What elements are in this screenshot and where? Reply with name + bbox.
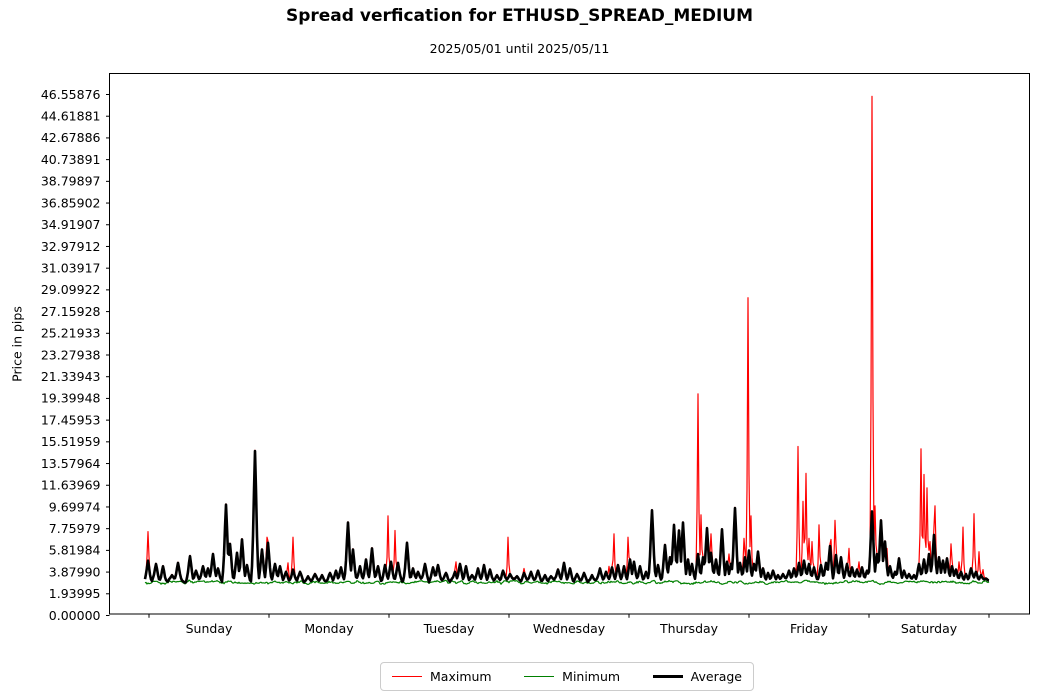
- average-line-swatch: [652, 675, 683, 678]
- svg-text:Sunday: Sunday: [186, 621, 233, 636]
- maximum-line-swatch: [392, 675, 422, 678]
- svg-text:23.27938: 23.27938: [41, 347, 101, 362]
- axes-frame: [109, 73, 1030, 615]
- svg-text:15.51959: 15.51959: [41, 434, 101, 449]
- svg-text:38.79897: 38.79897: [41, 174, 101, 189]
- svg-text:42.67886: 42.67886: [41, 130, 101, 145]
- legend-label-average: Average: [690, 669, 742, 684]
- minimum-line-swatch: [524, 675, 555, 678]
- svg-text:44.61881: 44.61881: [41, 109, 101, 124]
- chart-subtitle: 2025/05/01 until 2025/05/11: [429, 41, 610, 56]
- svg-text:1.93995: 1.93995: [49, 586, 101, 601]
- svg-text:3.87990: 3.87990: [49, 564, 101, 579]
- legend: Maximum Minimum Average: [380, 662, 754, 691]
- svg-text:7.75979: 7.75979: [49, 521, 101, 536]
- svg-text:0.00000: 0.00000: [49, 608, 101, 623]
- maximum-series-line: [144, 95, 990, 583]
- svg-text:5.81984: 5.81984: [49, 543, 101, 558]
- minimum-series-line: [144, 579, 990, 586]
- chart-title: Spread verfication for ETHUSD_SPREAD_MED…: [285, 6, 754, 26]
- svg-text:40.73891: 40.73891: [41, 152, 101, 167]
- svg-text:Saturday: Saturday: [901, 621, 958, 636]
- svg-text:25.21933: 25.21933: [41, 326, 101, 341]
- svg-text:27.15928: 27.15928: [41, 304, 101, 319]
- svg-text:46.55876: 46.55876: [41, 87, 101, 102]
- average-series-line: [143, 449, 990, 584]
- svg-text:Friday: Friday: [790, 621, 828, 636]
- x-tick-labels: Sunday Monday Tuesday Wednesday Thursday Frid…: [148, 614, 990, 636]
- svg-text:11.63969: 11.63969: [41, 478, 101, 493]
- legend-item-minimum: Minimum: [524, 669, 620, 684]
- svg-text:Tuesday: Tuesday: [423, 621, 475, 636]
- svg-text:Monday: Monday: [304, 621, 354, 636]
- svg-text:17.45953: 17.45953: [41, 412, 101, 427]
- svg-text:36.85902: 36.85902: [41, 195, 101, 210]
- svg-text:34.91907: 34.91907: [41, 217, 101, 232]
- legend-label-minimum: Minimum: [562, 669, 621, 684]
- svg-text:13.57964: 13.57964: [41, 456, 101, 471]
- svg-text:Wednesday: Wednesday: [533, 621, 606, 636]
- svg-text:29.09922: 29.09922: [41, 282, 101, 297]
- y-tick-labels: 0.00000 1.93995 3.87990 5.81984 7.75979 9.699…: [41, 87, 110, 623]
- legend-item-average: Average: [652, 669, 742, 684]
- svg-text:32.97912: 32.97912: [41, 239, 101, 254]
- svg-text:9.69974: 9.69974: [49, 499, 101, 514]
- legend-label-maximum: Maximum: [430, 669, 492, 684]
- svg-text:21.33943: 21.33943: [41, 369, 101, 384]
- svg-text:Thursday: Thursday: [659, 621, 719, 636]
- legend-item-maximum: Maximum: [392, 669, 492, 684]
- svg-text:19.39948: 19.39948: [41, 391, 101, 406]
- svg-text:31.03917: 31.03917: [41, 260, 101, 275]
